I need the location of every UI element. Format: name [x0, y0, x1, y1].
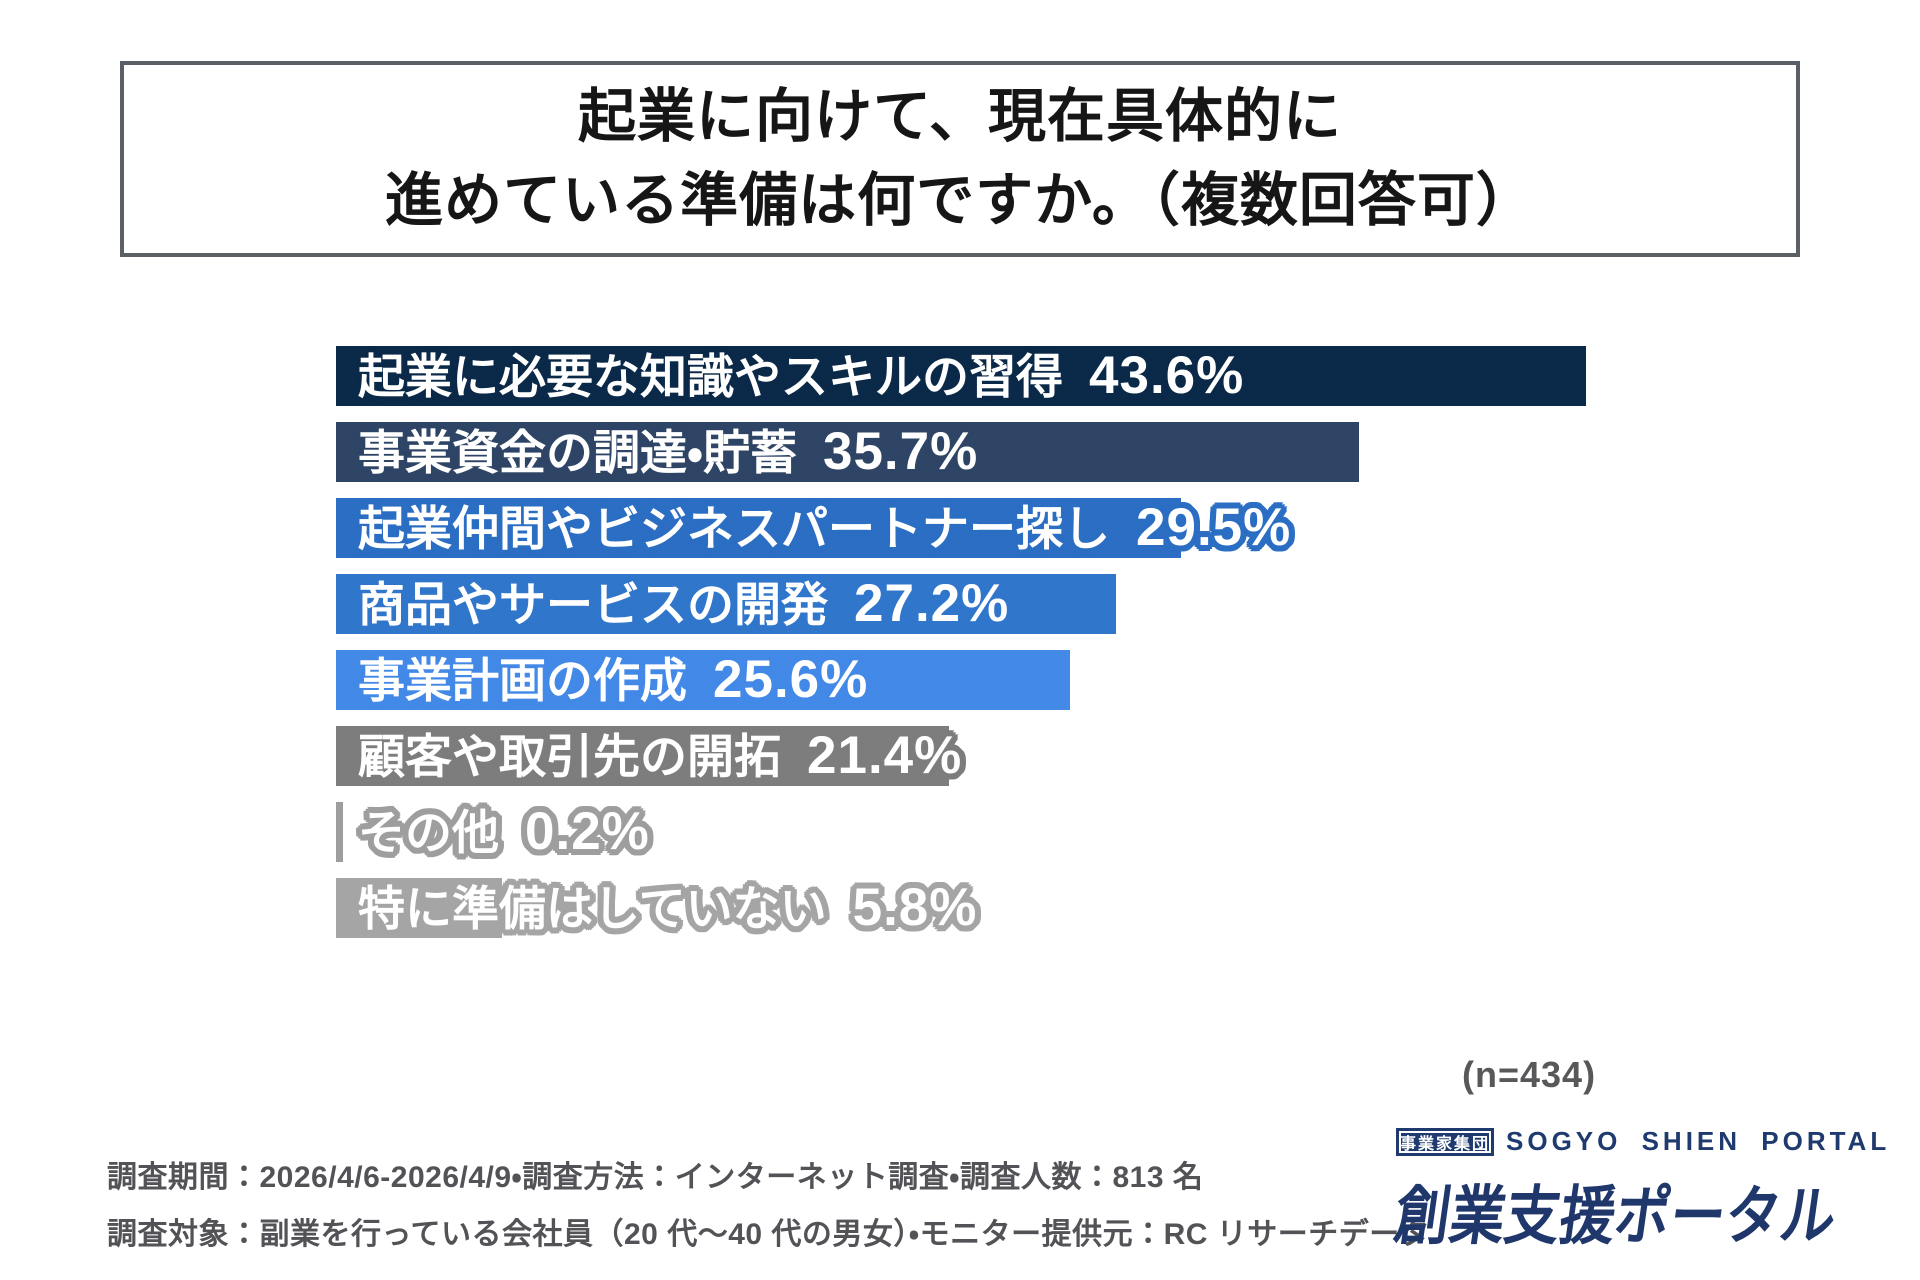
survey-question-line-1: 起業に向けて、現在具体的に	[577, 84, 1343, 149]
bar-rect	[336, 346, 1586, 406]
bar-row: その他 0.2%	[336, 802, 1836, 862]
bar-value-label: 5.8%	[852, 878, 978, 937]
bar-value-label: 35.7%	[822, 422, 979, 481]
bar-value-label: 0.2%	[525, 802, 650, 861]
bar-value-label: 27.2%	[854, 574, 1010, 633]
bar-label: 事業資金の調達・貯蓄 35.7%	[358, 422, 978, 482]
brand-logo-top-row: 事業家集団 SOGYO SHIEN PORTAL	[1396, 1126, 1886, 1157]
bar-row: 起業に必要な知識やスキルの習得 43.6%	[336, 346, 1836, 406]
bar-rect	[336, 498, 1181, 558]
bar-category-label: 事業資金の調達・貯蓄	[358, 426, 797, 479]
bar-value-label: 43.6%	[1089, 346, 1245, 405]
brand-badge: 事業家集団	[1396, 1127, 1494, 1156]
bar-category-label: 起業仲間やビジネスパートナー探し	[358, 502, 1110, 555]
bar-row: 事業資金の調達・貯蓄 35.7%	[336, 422, 1836, 482]
bar-value-label: 21.4%	[807, 726, 963, 785]
survey-question-box: 起業に向けて、現在具体的に 進めている準備は何ですか。（複数回答可）	[120, 61, 1800, 257]
bar-category-label: 顧客や取引先の開拓	[358, 730, 781, 783]
bar-category-label: 事業計画の作成	[358, 654, 687, 707]
bar-rect	[336, 422, 1359, 482]
bar-value-label: 25.6%	[713, 650, 869, 709]
bar-category-label: 商品やサービスの開発	[358, 578, 828, 631]
survey-question-line-2: 進めている準備は何ですか。（複数回答可）	[385, 168, 1535, 233]
bar-row: 起業仲間やビジネスパートナー探し 29.5%	[336, 498, 1836, 558]
brand-name-english: SOGYO SHIEN PORTAL	[1506, 1126, 1891, 1156]
bar-rect	[336, 650, 1070, 710]
bar-row: 特に準備はしていない 5.8%	[336, 878, 1836, 938]
bar-label: 商品やサービスの開発 27.2%	[358, 574, 1009, 634]
bar-row: 事業計画の作成 25.6%	[336, 650, 1836, 710]
bar-rect	[336, 802, 343, 862]
bar-label: 顧客や取引先の開拓 21.4%	[358, 726, 962, 786]
bar-category-label: 特に準備はしていない	[358, 882, 827, 935]
bar-row: 顧客や取引先の開拓 21.4%	[336, 726, 1836, 786]
bar-label: 特に準備はしていない 5.8%	[358, 878, 977, 938]
bar-label: その他 0.2%	[358, 802, 650, 862]
bar-label: 起業に必要な知識やスキルの習得 43.6%	[358, 346, 1244, 406]
brand-logo: 事業家集団 SOGYO SHIEN PORTAL 創業支援ポータル	[1390, 1126, 1886, 1256]
bar-rect	[336, 878, 502, 938]
bar-label: 起業仲間やビジネスパートナー探し 29.5%	[358, 498, 1291, 558]
bar-value-label: 29.5%	[1136, 498, 1292, 557]
sample-size-note: (n=434)	[1462, 1054, 1597, 1095]
bar-rect	[336, 574, 1116, 634]
bar-category-label: 起業に必要な知識やスキルの習得	[358, 350, 1063, 403]
bar-category-label: その他	[358, 806, 499, 859]
bar-label: 事業計画の作成 25.6%	[358, 650, 868, 710]
bar-row: 商品やサービスの開発 27.2%	[336, 574, 1836, 634]
brand-name-japanese: 創業支援ポータル	[1390, 1180, 1841, 1252]
bar-rect	[336, 726, 949, 786]
survey-method-note-line-2: 調査対象：副業を行っている会社員（20 代〜40 代の男女）・モニター提供元：R…	[107, 1218, 1431, 1251]
survey-method-note-line-1: 調査期間：2026/4/6-2026/4/9・調査方法：インターネット調査・調査…	[107, 1161, 1204, 1194]
